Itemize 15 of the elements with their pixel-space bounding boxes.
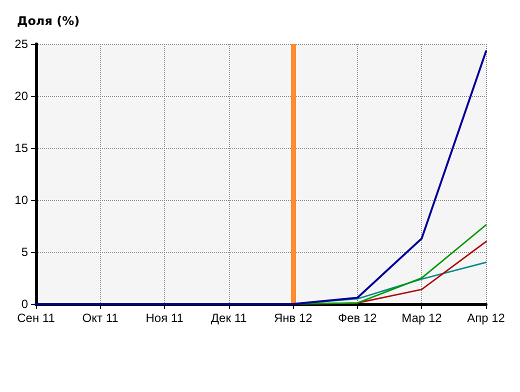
y-tick-label: 0 <box>21 297 28 311</box>
x-tick-label: Окт 11 <box>82 311 119 325</box>
y-tick-label: 10 <box>14 193 28 207</box>
x-tick-label: Дек 11 <box>210 311 248 325</box>
x-tick-label: Апр 12 <box>467 311 506 325</box>
y-axis-title: Доля (%) <box>17 14 80 28</box>
x-tick-label: Фев 12 <box>338 311 378 325</box>
y-tick-label: 15 <box>14 141 28 155</box>
y-tick-label: 5 <box>21 245 28 259</box>
y-tick-label: 20 <box>14 89 28 103</box>
x-tick-label: Ноя 11 <box>146 311 184 325</box>
y-tick-label: 25 <box>14 37 28 51</box>
x-tick-label: Сен 11 <box>17 311 56 325</box>
x-tick-label: Янв 12 <box>274 311 313 325</box>
x-tick-label: Мар 12 <box>402 311 442 325</box>
